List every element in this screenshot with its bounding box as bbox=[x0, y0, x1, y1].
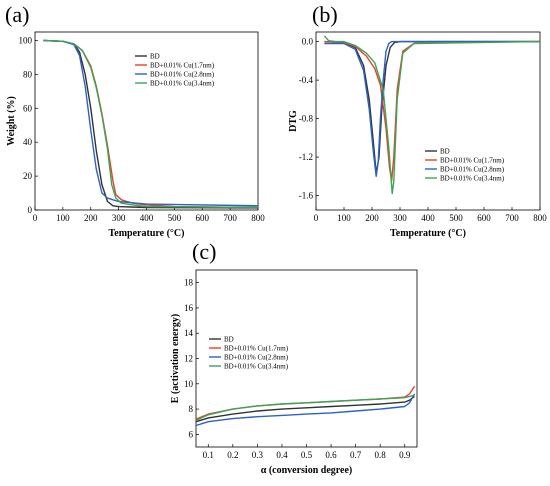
series-line bbox=[195, 393, 416, 427]
legend-label: BD+0.01% Cu(1.7nm) bbox=[224, 345, 289, 353]
x-axis-title: Temperature (°C) bbox=[390, 228, 466, 239]
y-tick-label: 0 bbox=[28, 205, 33, 215]
x-tick-label: 500 bbox=[168, 213, 182, 223]
series-line bbox=[323, 35, 541, 195]
x-tick-label: 700 bbox=[505, 213, 519, 223]
y-axis-title: E (activation energy) bbox=[170, 314, 181, 403]
x-tick-label: 0.9 bbox=[399, 450, 411, 460]
x-tick-label: 0.5 bbox=[301, 450, 313, 460]
x-tick-label: 0 bbox=[33, 213, 38, 223]
y-tick-label: -1.2 bbox=[299, 152, 313, 162]
x-tick-label: 600 bbox=[196, 213, 210, 223]
y-tick-label: 100 bbox=[19, 35, 33, 45]
panel-a: (a) 0 100 200 300 400 500 600 700 800 0 20 40 60 80 100… bbox=[5, 2, 265, 239]
x-tick-label: 200 bbox=[84, 213, 98, 223]
x-axis-title: α (conversion degree) bbox=[261, 465, 352, 476]
y-tick-label: 10 bbox=[184, 379, 194, 389]
x-tick-label: 800 bbox=[533, 213, 547, 223]
x-tick-label: 0.4 bbox=[276, 450, 288, 460]
y-tick-label: 20 bbox=[23, 171, 33, 181]
series-line bbox=[195, 395, 415, 423]
y-tick-label: 40 bbox=[23, 137, 33, 147]
y-tick-label: 6 bbox=[189, 429, 194, 439]
x-tick-label: 0.7 bbox=[350, 450, 362, 460]
legend-label: BD+0.01% Cu(3.4nm) bbox=[440, 175, 505, 183]
legend-label: BD bbox=[440, 148, 450, 156]
y-tick-label: -0.8 bbox=[299, 114, 314, 124]
y-axis-title: Weight (%) bbox=[6, 96, 17, 146]
y-axis-title: DTG bbox=[288, 110, 299, 132]
x-tick-label: 400 bbox=[421, 213, 435, 223]
x-tick-label: 0.2 bbox=[227, 450, 238, 460]
panel-b: (b) 0 100 200 300 400 500 600 700 800 0.0 -0.4 -0.8 -… bbox=[288, 2, 547, 239]
x-tick-label: 0 bbox=[314, 213, 319, 223]
panel-label: (b) bbox=[312, 2, 338, 27]
panel-label: (a) bbox=[5, 2, 29, 27]
y-tick-label: 18 bbox=[184, 278, 194, 288]
series-line bbox=[324, 40, 540, 175]
x-tick-label: 100 bbox=[337, 213, 351, 223]
series-line bbox=[324, 40, 540, 178]
x-tick-label: 300 bbox=[112, 213, 126, 223]
legend-label: BD+0.01% Cu(1.7nm) bbox=[150, 62, 215, 70]
x-axis-title: Temperature (°C) bbox=[109, 228, 185, 239]
legend-label: BD bbox=[150, 53, 160, 61]
y-tick-label: 80 bbox=[23, 69, 33, 79]
legend-label: BD+0.01% Cu(2.8nm) bbox=[440, 166, 505, 174]
x-tick-label: 400 bbox=[140, 213, 154, 223]
plot-frame bbox=[34, 31, 259, 211]
legend-label: BD+0.01% Cu(3.4nm) bbox=[150, 80, 215, 88]
x-tick-label: 0.8 bbox=[375, 450, 387, 460]
y-tick-label: 12 bbox=[184, 354, 193, 364]
x-tick-label: 800 bbox=[251, 213, 265, 223]
x-tick-label: 0.6 bbox=[325, 450, 337, 460]
legend-label: BD+0.01% Cu(2.8nm) bbox=[150, 71, 215, 79]
y-tick-label: 16 bbox=[184, 303, 194, 313]
series-line bbox=[195, 394, 415, 422]
y-tick-label: -1.6 bbox=[299, 191, 314, 201]
legend-label: BD+0.01% Cu(1.7nm) bbox=[440, 157, 505, 165]
y-tick-label: 8 bbox=[189, 404, 194, 414]
series-line bbox=[43, 39, 259, 209]
y-tick-label: 14 bbox=[184, 328, 194, 338]
legend-label: BD+0.01% Cu(2.8nm) bbox=[224, 354, 289, 362]
legend-label: BD bbox=[224, 336, 234, 344]
plot-frame bbox=[315, 31, 541, 211]
x-tick-label: 300 bbox=[393, 213, 407, 223]
panel-label: (c) bbox=[192, 239, 216, 264]
y-tick-label: 0.0 bbox=[302, 37, 314, 47]
x-tick-label: 0.1 bbox=[203, 450, 214, 460]
legend-label: BD+0.01% Cu(3.4nm) bbox=[224, 363, 289, 371]
x-tick-label: 0.3 bbox=[252, 450, 264, 460]
x-tick-label: 100 bbox=[56, 213, 70, 223]
x-tick-label: 500 bbox=[449, 213, 463, 223]
x-tick-label: 600 bbox=[477, 213, 491, 223]
x-tick-label: 700 bbox=[223, 213, 237, 223]
panel-c: (c) 0.1 0.2 0.3 0.4 0.5 0.6 0.7 0.8 0.9 6 8 10 12 14 16… bbox=[170, 239, 418, 476]
y-tick-label: 60 bbox=[23, 103, 33, 113]
y-tick-label: -0.4 bbox=[299, 75, 314, 85]
x-tick-label: 200 bbox=[365, 213, 379, 223]
